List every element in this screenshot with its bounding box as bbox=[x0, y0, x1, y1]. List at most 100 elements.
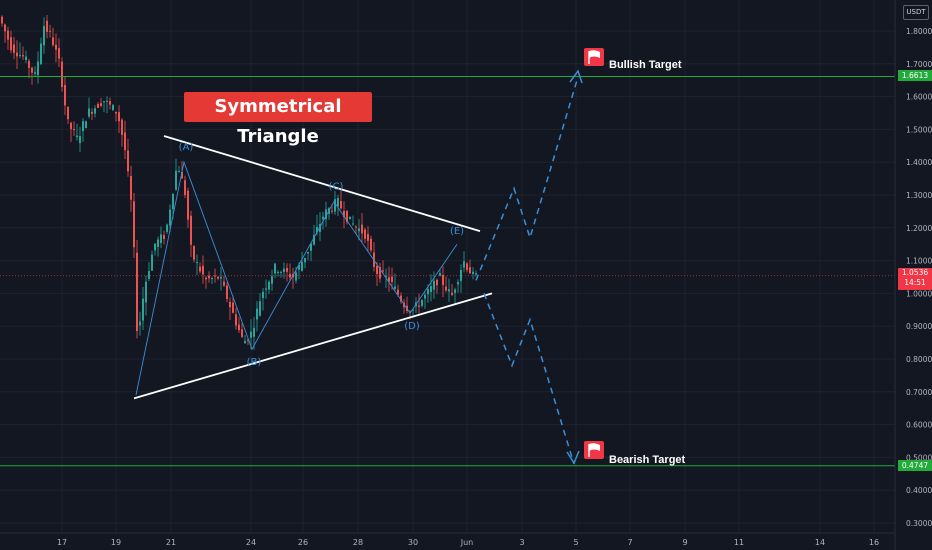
candle-body bbox=[142, 298, 144, 321]
candle-body bbox=[40, 43, 42, 65]
candle-body bbox=[349, 216, 351, 220]
candle-body bbox=[10, 37, 12, 51]
y-tick-label: 1.3000 bbox=[906, 191, 932, 200]
candle-body bbox=[463, 261, 465, 268]
candle-body bbox=[163, 235, 165, 239]
candle-body bbox=[115, 111, 117, 114]
candle-body bbox=[295, 272, 297, 281]
candle-body bbox=[94, 108, 96, 114]
candle-body bbox=[457, 282, 459, 285]
candle-body bbox=[145, 281, 147, 303]
candle-body bbox=[412, 309, 414, 311]
candle-body bbox=[358, 228, 360, 232]
bullish-arrowhead bbox=[569, 69, 583, 84]
x-tick-label: 30 bbox=[408, 538, 418, 547]
candle-body bbox=[394, 286, 396, 289]
candle-body bbox=[316, 226, 318, 233]
candle-body bbox=[241, 329, 243, 337]
triangle-pattern bbox=[133, 135, 493, 400]
candle-body bbox=[61, 61, 63, 87]
candle-body bbox=[124, 132, 126, 151]
candle-body bbox=[1, 16, 3, 24]
y-tick-label: 0.4000 bbox=[906, 486, 932, 495]
candle-body bbox=[340, 201, 342, 209]
candle-body bbox=[376, 266, 378, 274]
candle-body bbox=[58, 48, 60, 59]
candle-body bbox=[370, 238, 372, 251]
candle-body bbox=[355, 226, 357, 228]
x-tick-label: 26 bbox=[298, 538, 308, 547]
candle-body bbox=[76, 135, 78, 138]
x-tick-label: 11 bbox=[734, 538, 744, 547]
candle-body bbox=[166, 224, 168, 232]
candle-body bbox=[247, 339, 249, 342]
candle-body bbox=[211, 278, 213, 280]
current-price: 1.0536 bbox=[901, 268, 929, 277]
candle-body bbox=[442, 275, 444, 285]
candle-body bbox=[184, 180, 186, 196]
candle-body bbox=[199, 266, 201, 272]
candle-body bbox=[160, 234, 162, 243]
candle-body bbox=[448, 289, 450, 292]
candle-body bbox=[337, 197, 339, 207]
candle-body bbox=[451, 292, 453, 295]
grid-lines bbox=[0, 0, 895, 533]
candle-body bbox=[325, 209, 327, 220]
candle-body bbox=[397, 289, 399, 295]
candle-body bbox=[217, 276, 219, 279]
candle-body bbox=[229, 301, 231, 308]
candle-body bbox=[79, 136, 81, 144]
candle-body bbox=[343, 210, 345, 218]
candle-body bbox=[253, 327, 255, 337]
bearish-path bbox=[483, 293, 575, 465]
candle-body bbox=[112, 105, 114, 111]
x-tick-label: 17 bbox=[57, 538, 67, 547]
y-tick-label: 0.5000 bbox=[906, 453, 932, 462]
x-tick-label: 14 bbox=[815, 538, 825, 547]
x-tick-label: 19 bbox=[111, 538, 121, 547]
candle-body bbox=[148, 271, 150, 279]
wave-label: (C) bbox=[329, 182, 344, 193]
candle-body bbox=[175, 170, 177, 190]
bullish-level-badge: 1.6613 bbox=[898, 70, 932, 81]
candle-body bbox=[103, 101, 105, 103]
bearish-arrowhead bbox=[566, 450, 580, 465]
candle-body bbox=[304, 257, 306, 263]
target-flags: Bullish Target Bearish Target bbox=[584, 48, 686, 466]
bearish-level-badge: 0.4747 bbox=[898, 460, 932, 471]
candle-body bbox=[313, 234, 315, 245]
candle-body bbox=[154, 243, 156, 251]
candle-body bbox=[280, 271, 282, 273]
candle-body bbox=[319, 223, 321, 232]
candle-body bbox=[130, 175, 132, 200]
y-tick-label: 0.3000 bbox=[906, 519, 932, 528]
candle-body bbox=[427, 289, 429, 295]
candle-body bbox=[445, 286, 447, 291]
candle-body bbox=[259, 301, 261, 316]
y-tick-label: 0.9000 bbox=[906, 322, 932, 331]
candle-body bbox=[19, 54, 21, 56]
wave-label: (A) bbox=[179, 142, 194, 153]
candle-body bbox=[16, 52, 18, 57]
projection-paths bbox=[475, 69, 583, 465]
candle-body bbox=[334, 199, 336, 212]
currency-label: USDT bbox=[903, 5, 929, 20]
candle-body bbox=[244, 340, 246, 344]
candle-body bbox=[433, 280, 435, 290]
candle-body bbox=[28, 60, 30, 68]
y-tick-label: 0.7000 bbox=[906, 388, 932, 397]
bearish-target-label: Bearish Target bbox=[609, 454, 686, 466]
candle-body bbox=[238, 324, 240, 331]
y-tick-label: 1.6000 bbox=[906, 93, 932, 102]
candle-body bbox=[364, 229, 366, 239]
x-tick-label: 7 bbox=[627, 538, 632, 547]
candle-body bbox=[151, 254, 153, 271]
candle-body bbox=[322, 216, 324, 220]
x-tick-label: Jun bbox=[460, 538, 474, 547]
candle-body bbox=[301, 261, 303, 271]
y-tick-label: 1.4000 bbox=[906, 158, 932, 167]
candle-body bbox=[118, 112, 120, 122]
candle-body bbox=[37, 61, 39, 76]
candle-body bbox=[385, 275, 387, 278]
